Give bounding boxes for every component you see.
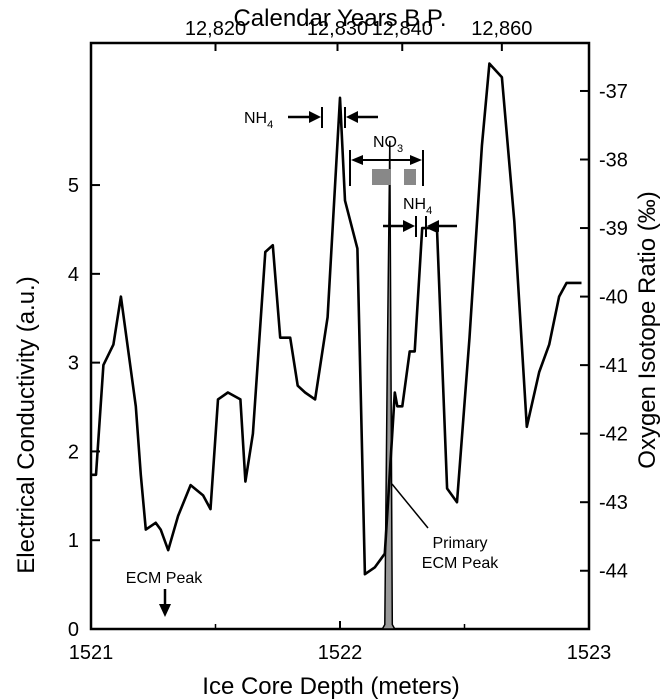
y-right-tick-label: -37 xyxy=(599,81,628,103)
annotation-nh4-upper: NH4 xyxy=(244,107,378,131)
y-right-tick-label: -38 xyxy=(599,150,628,172)
nh4-lower-left-arrowhead xyxy=(403,220,415,232)
y-right-tick-label: -44 xyxy=(599,561,628,583)
y-left-axis-title: Electrical Conductivity (a.u.) xyxy=(13,276,40,573)
x-tick-label: 1521 xyxy=(69,642,114,664)
y-left-tick-label: 3 xyxy=(68,353,79,375)
bottom-axis: 1521 1522 1523 xyxy=(69,621,612,664)
x-axis-title: Ice Core Depth (meters) xyxy=(202,673,459,700)
y-left-tick-label: 0 xyxy=(68,619,79,641)
annotation-nh4-lower: NH4 xyxy=(383,196,457,237)
nh4-lower-right-arrowhead xyxy=(427,220,439,232)
primary-ecm-leader-line xyxy=(391,483,429,529)
y-right-tick-label: -42 xyxy=(599,424,628,446)
top-tick-label: 12,820 xyxy=(185,18,246,40)
ecm-peak-arrowhead xyxy=(159,604,171,617)
nh4-upper-left-arrowhead xyxy=(309,111,321,123)
x-tick-label: 1523 xyxy=(567,642,612,664)
y-left-tick-label: 2 xyxy=(68,441,79,463)
y-right-tick-label: -39 xyxy=(599,218,628,240)
no3-label: NO3 xyxy=(373,134,403,155)
x-tick-label: 1522 xyxy=(318,642,363,664)
y-right-axis-title: Oxygen Isotope Ratio (‰) xyxy=(634,191,661,468)
nh4-upper-right-arrowhead xyxy=(346,111,358,123)
left-axis: 0 1 2 3 4 5 xyxy=(68,175,100,641)
top-axis-title: Calendar Years B.P. xyxy=(233,5,446,32)
annotation-no3: NO3 xyxy=(349,134,424,186)
y-left-tick-label: 5 xyxy=(68,175,79,197)
oxygen-isotope-line xyxy=(91,62,582,576)
y-right-tick-label: -41 xyxy=(599,355,628,377)
no3-right-arrowhead xyxy=(410,155,422,165)
y-left-tick-label: 4 xyxy=(68,264,79,286)
nh4-lower-label: NH4 xyxy=(403,196,432,217)
top-tick-label: 12,830 xyxy=(307,18,368,40)
y-right-tick-label: -40 xyxy=(599,287,628,309)
annotation-ecm-peak: ECM Peak xyxy=(126,570,203,617)
top-tick-label: 12,840 xyxy=(372,18,433,40)
no3-marker-2 xyxy=(404,169,416,185)
primary-ecm-label-line1: Primary xyxy=(432,535,487,552)
nh4-upper-label: NH4 xyxy=(244,110,273,131)
no3-marker-1 xyxy=(372,169,391,185)
primary-ecm-peak-fill xyxy=(381,140,397,630)
right-axis: -37 -38 -39 -40 -41 -42 -43 -44 xyxy=(580,81,628,583)
y-right-tick-label: -43 xyxy=(599,492,628,514)
top-axis: 12,820 12,830 12,840 12,860 xyxy=(185,18,532,51)
annotation-primary-ecm-peak: Primary ECM Peak xyxy=(391,483,499,572)
no3-left-arrowhead xyxy=(351,155,363,165)
top-tick-label: 12,860 xyxy=(471,18,532,40)
ecm-peak-label: ECM Peak xyxy=(126,570,203,587)
primary-ecm-label-line2: ECM Peak xyxy=(422,555,499,572)
y-left-tick-label: 1 xyxy=(68,530,79,552)
